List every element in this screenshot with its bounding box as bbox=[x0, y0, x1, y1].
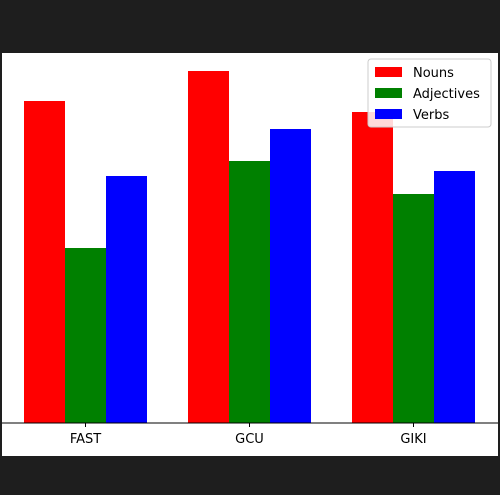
bar-gcu-nouns bbox=[188, 71, 229, 423]
x-tick-label: GCU bbox=[235, 432, 264, 447]
legend-label-verbs: Verbs bbox=[413, 108, 449, 123]
bar-gcu-verbs bbox=[270, 129, 311, 423]
legend-swatch-nouns bbox=[375, 67, 402, 77]
bars-layer bbox=[24, 71, 475, 423]
bar-giki-verbs bbox=[434, 171, 475, 423]
legend: Nouns Adjectives Verbs bbox=[367, 58, 492, 128]
x-ticks-layer: FAST GCU GIKI bbox=[70, 423, 427, 447]
bar-fast-verbs bbox=[106, 176, 147, 423]
bar-gcu-adjectives bbox=[229, 161, 270, 423]
legend-swatch-adjectives bbox=[375, 88, 402, 98]
legend-swatch-verbs bbox=[375, 109, 402, 119]
bar-giki-adjectives bbox=[393, 194, 434, 423]
x-tick-label: FAST bbox=[70, 432, 101, 447]
x-tick-label: GIKI bbox=[400, 432, 426, 447]
chart-figure: FAST GCU GIKI Nouns Adjectives Verbs bbox=[2, 53, 498, 456]
legend-label-nouns: Nouns bbox=[413, 66, 454, 81]
legend-label-adjectives: Adjectives bbox=[413, 87, 480, 102]
bar-giki-nouns bbox=[352, 112, 393, 423]
bar-fast-adjectives bbox=[65, 248, 106, 423]
bar-fast-nouns bbox=[24, 101, 65, 423]
bar-chart: FAST GCU GIKI Nouns Adjectives Verbs bbox=[2, 58, 498, 447]
